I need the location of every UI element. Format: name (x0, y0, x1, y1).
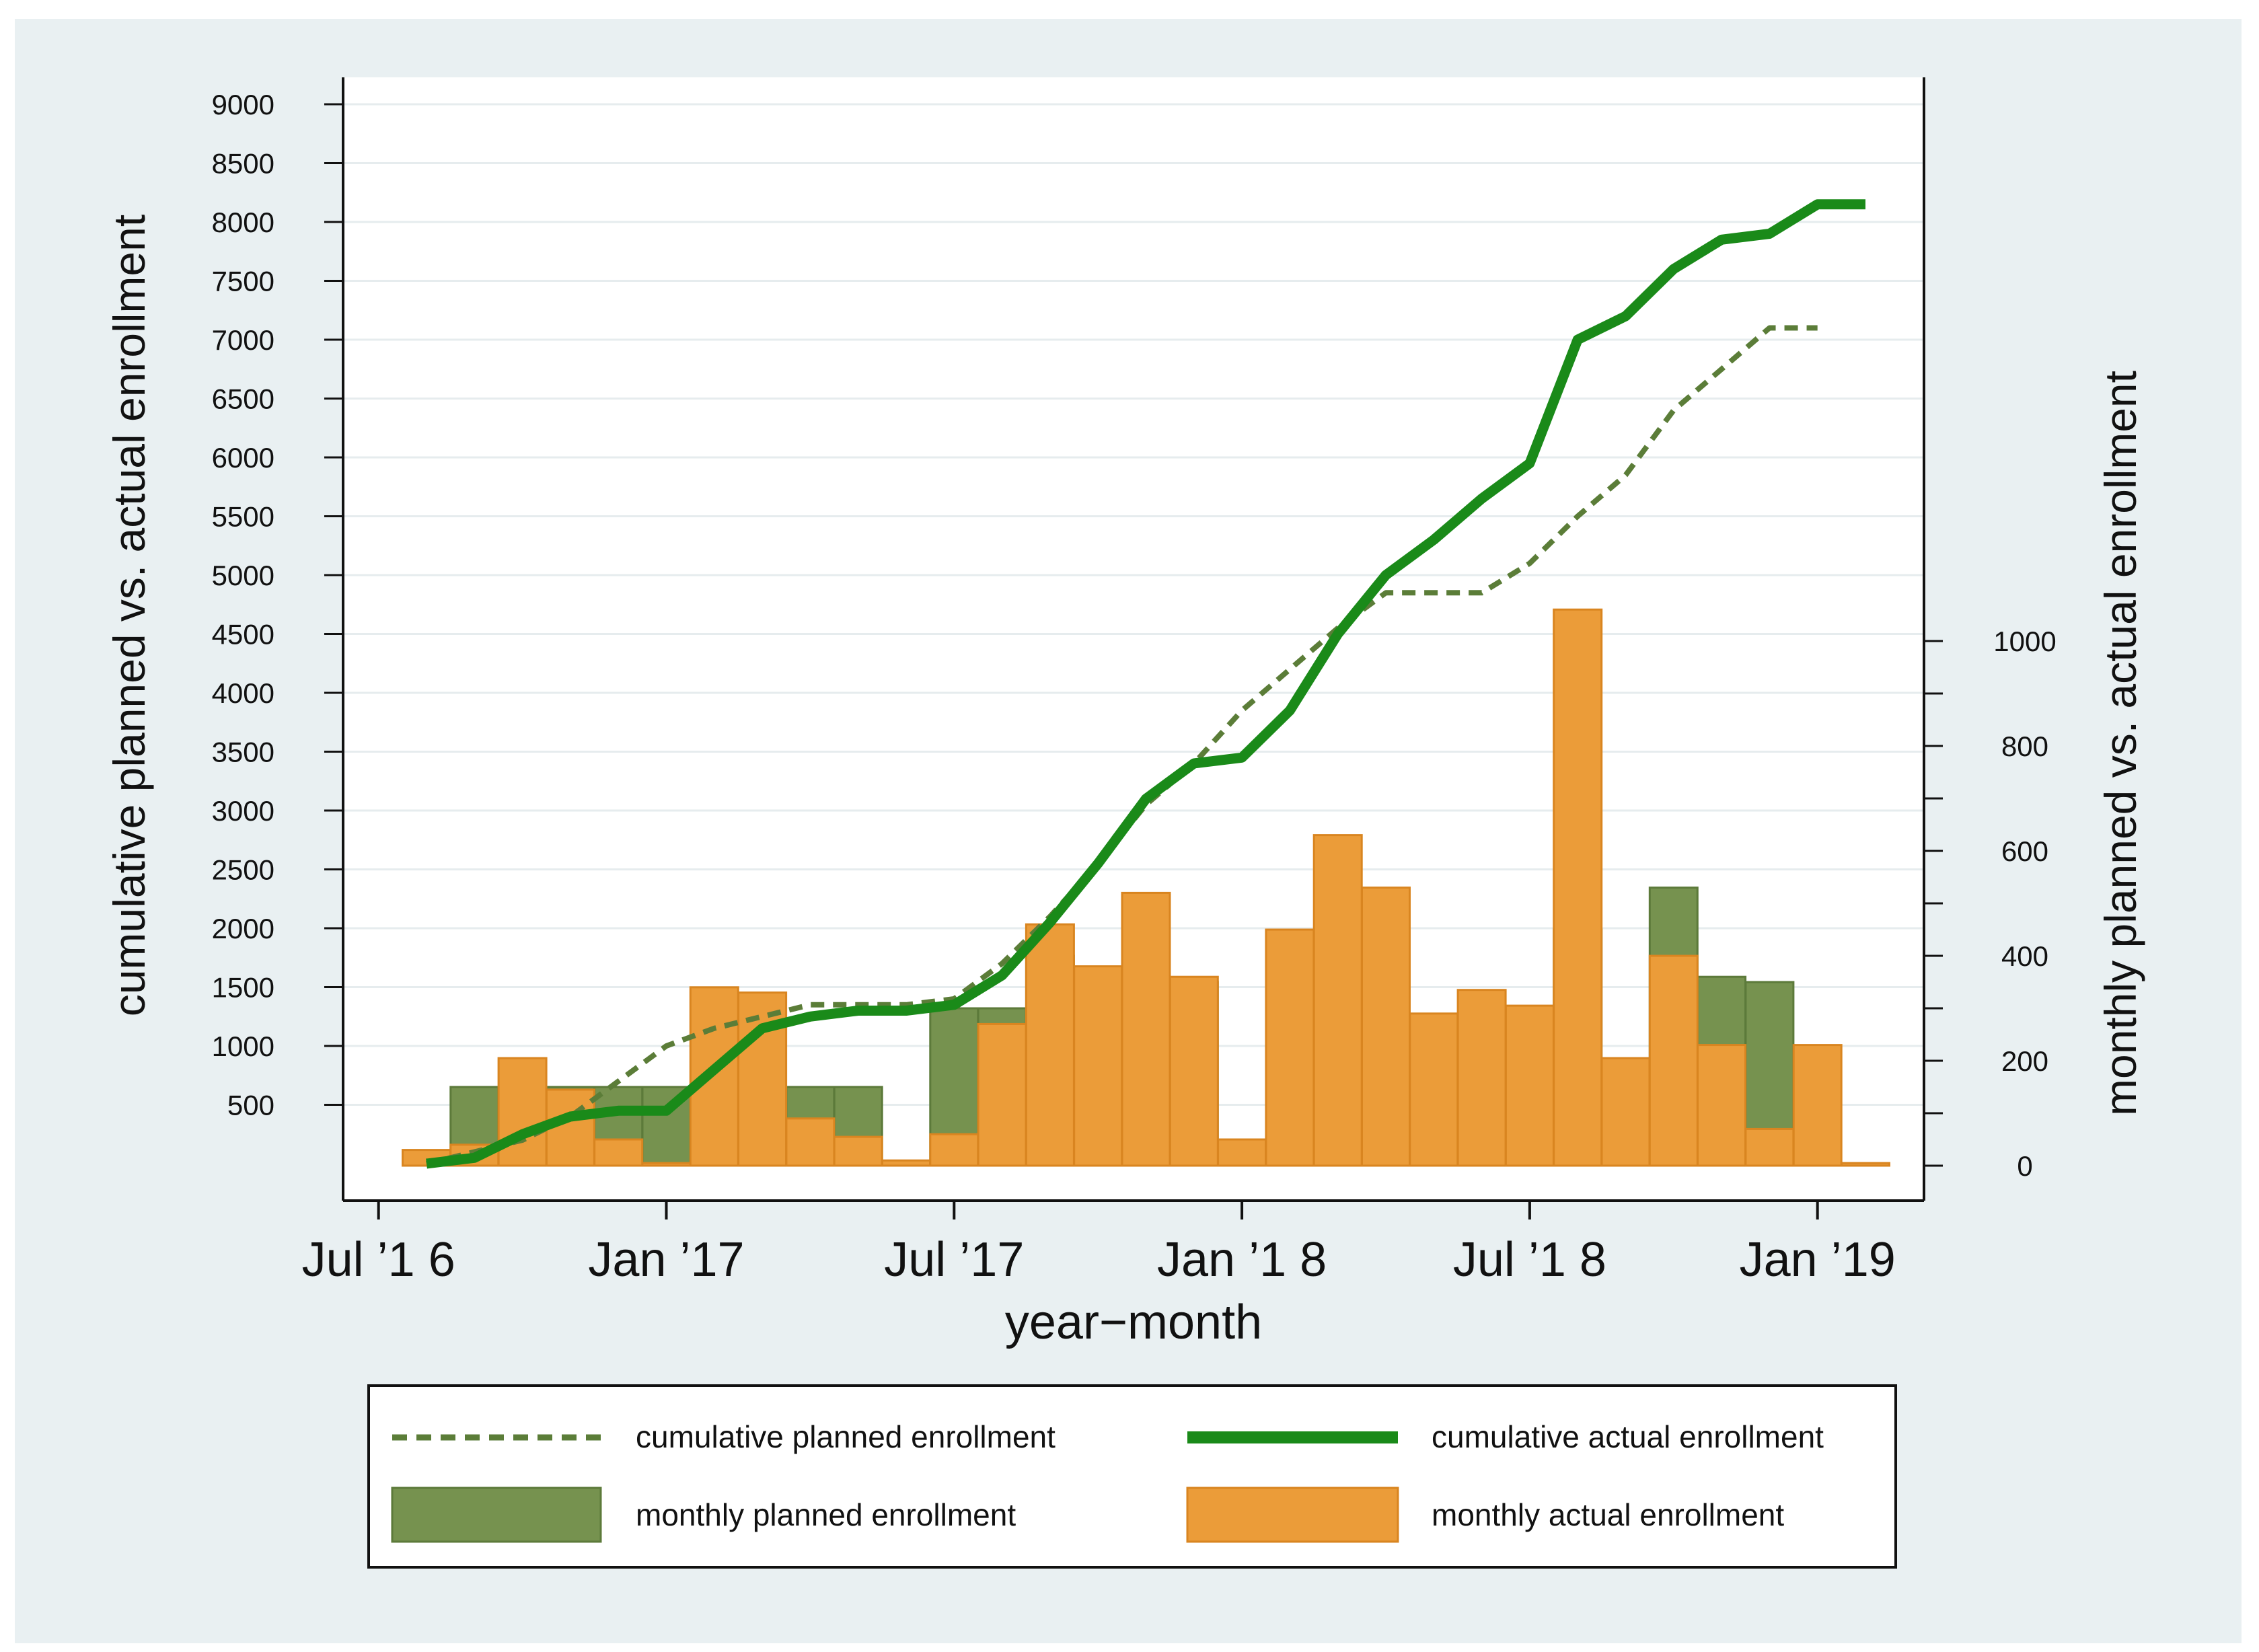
right-tick-label: 400 (2001, 940, 2048, 972)
left-axis-title: cumulative planned vs. actual enrollment (104, 215, 154, 1016)
legend: cumulative planned enrollment cumulative… (367, 1384, 1897, 1569)
left-tick-label: 4000 (212, 677, 274, 709)
left-tick-label: 1000 (212, 1030, 274, 1062)
left-tick-label: 4500 (212, 619, 274, 650)
left-tick-label: 1500 (212, 972, 274, 1004)
x-tick-label: Jan ’17 (588, 1233, 744, 1287)
actual-bar (881, 1159, 931, 1167)
left-tick-label: 7000 (212, 324, 274, 356)
actual-bars (402, 608, 1890, 1167)
x-tick-label: Jul ’17 (884, 1233, 1024, 1287)
actual-bar (1409, 1012, 1459, 1167)
actual-bar (1121, 891, 1171, 1167)
left-tick-label: 5000 (212, 560, 274, 591)
actual-bar (1553, 608, 1603, 1167)
actual-bar (1600, 1057, 1651, 1167)
actual-bar (1169, 975, 1219, 1167)
actual-bar (1648, 954, 1699, 1167)
left-tick-label: 3500 (212, 737, 274, 768)
x-axis-ticks: Jul ’1 6 Jan ’17 Jul ’17 Jan ’1 8 Jul ’1 8 Ja… (302, 1201, 1896, 1287)
left-tick-label: 6000 (212, 442, 274, 474)
right-tick-label: 200 (2001, 1045, 2048, 1077)
right-tick-label: 1000 (1993, 626, 2056, 657)
left-tick-label: 8500 (212, 148, 274, 180)
left-axis-ticks: 500 1000 1500 2000 2500 3000 3500 4000 4500 5000 5… (212, 89, 343, 1121)
actual-bar (1361, 887, 1411, 1167)
actual-bar (641, 1162, 692, 1167)
cumulative-lines (426, 199, 1865, 1169)
actual-bar (977, 1022, 1027, 1167)
right-tick-label: 800 (2001, 730, 2048, 762)
left-tick-label: 5500 (212, 501, 274, 533)
legend-swatch-monthly-planned (391, 1487, 602, 1543)
right-tick-label: 0 (2017, 1150, 2032, 1182)
legend-box (367, 1384, 1897, 1569)
legend-label-cumulative-actual: cumulative actual enrollment (1432, 1419, 1824, 1454)
actual-bar (1025, 923, 1075, 1167)
right-axis-title: monthly planned vs. actual enrollment (2096, 371, 2145, 1116)
left-tick-label: 7500 (212, 266, 274, 297)
left-tick-label: 8000 (212, 206, 274, 238)
actual-bar (833, 1135, 883, 1167)
x-tick-label: Jan ’19 (1740, 1233, 1896, 1287)
legend-swatch-monthly-actual (1186, 1487, 1399, 1543)
actual-bar (497, 1057, 548, 1167)
x-tick-label: Jan ’1 8 (1157, 1233, 1327, 1287)
gridlines (343, 103, 1924, 1106)
left-tick-label: 2500 (212, 854, 274, 886)
x-tick-label: Jul ’1 8 (1453, 1233, 1606, 1287)
actual-bar (1217, 1138, 1267, 1167)
actual-bar (1744, 1127, 1795, 1167)
legend-label-monthly-planned: monthly planned enrollment (636, 1497, 1016, 1532)
right-tick-label: 600 (2001, 835, 2048, 867)
left-tick-label: 3000 (212, 795, 274, 827)
left-tick-label: 2000 (212, 913, 274, 944)
right-axis-ticks: 0 200 400 600 800 1000 (1924, 626, 2057, 1182)
actual-bar (1792, 1044, 1843, 1167)
x-axis-title: year−month (1005, 1296, 1262, 1349)
left-tick-label: 6500 (212, 383, 274, 415)
actual-bar (785, 1117, 836, 1167)
legend-label-monthly-actual: monthly actual enrollment (1432, 1497, 1784, 1532)
actual-bar (737, 991, 788, 1167)
actual-bar (1073, 965, 1123, 1167)
actual-bar (1841, 1162, 1890, 1167)
x-tick-label: Jul ’1 6 (302, 1233, 455, 1287)
actual-bar (929, 1133, 979, 1167)
actual-bar (1504, 1004, 1555, 1167)
legend-label-cumulative-planned: cumulative planned enrollment (636, 1419, 1056, 1454)
left-tick-label: 9000 (212, 89, 274, 120)
actual-bar (1697, 1044, 1747, 1167)
left-tick-label: 500 (227, 1090, 274, 1121)
actual-bar (1456, 989, 1507, 1167)
axes (342, 77, 1925, 1202)
actual-bar (1265, 928, 1315, 1167)
actual-bar (1312, 834, 1363, 1167)
actual-bar (689, 986, 739, 1167)
cumulative-actual-line (426, 199, 1865, 1169)
actual-bar (593, 1138, 644, 1167)
